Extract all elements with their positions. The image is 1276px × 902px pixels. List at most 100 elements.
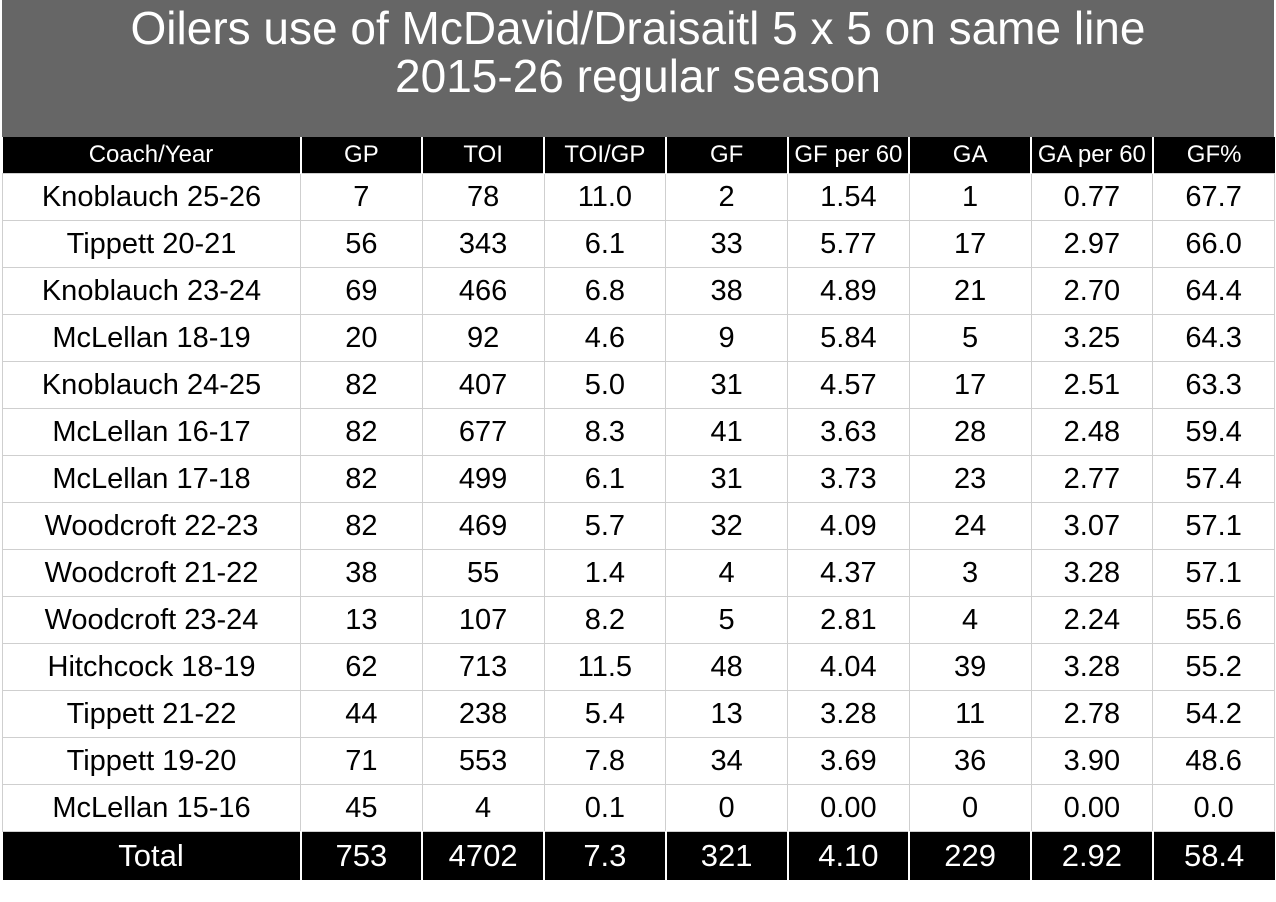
stat-cell: 0 [908, 784, 1032, 832]
total-cell: 4.10 [786, 831, 910, 880]
stat-cell: 4.57 [787, 361, 910, 409]
total-label: Total [2, 831, 301, 880]
title-line-2: 2015-26 regular season [395, 50, 881, 102]
table-row: Woodcroft 21-22 38 55 1.4 4 4.37 3 3.28 57.1 [2, 549, 1275, 597]
column-header: GA per 60 [1030, 137, 1153, 174]
column-header: GF% [1151, 137, 1275, 174]
stat-cell: 8.3 [543, 408, 667, 456]
stat-cell: 1.54 [787, 173, 910, 221]
stat-cell: 20 [300, 314, 423, 362]
stat-cell: 55.2 [1152, 643, 1275, 691]
stat-cell: 66.0 [1152, 220, 1275, 268]
stat-cell: 3.25 [1030, 314, 1154, 362]
stat-cell: 343 [421, 220, 545, 268]
coach-year-cell: Woodcroft 23-24 [2, 596, 301, 644]
stat-cell: 23 [908, 455, 1032, 503]
stat-cell: 2.51 [1030, 361, 1154, 409]
stat-cell: 2.81 [787, 596, 910, 644]
coach-year-cell: Hitchcock 18-19 [2, 643, 301, 691]
table-row: Tippett 19-20 71 553 7.8 34 3.69 36 3.90 48.6 [2, 737, 1275, 785]
column-header: GF per 60 [786, 137, 910, 174]
stat-cell: 11.5 [543, 643, 667, 691]
stat-cell: 36 [908, 737, 1032, 785]
column-header: GF [664, 137, 788, 174]
coach-year-cell: McLellan 17-18 [2, 455, 301, 503]
stat-cell: 407 [421, 361, 545, 409]
coach-year-cell: McLellan 16-17 [2, 408, 301, 456]
coach-year-cell: Tippett 21-22 [2, 690, 301, 738]
total-cell: 321 [664, 831, 788, 880]
stat-cell: 63.3 [1152, 361, 1275, 409]
table-row: McLellan 16-17 82 677 8.3 41 3.63 28 2.48 59.4 [2, 408, 1275, 456]
stat-cell: 2.78 [1030, 690, 1154, 738]
coach-year-cell: Woodcroft 22-23 [2, 502, 301, 550]
coach-year-cell: McLellan 15-16 [2, 784, 301, 832]
stat-cell: 5.84 [787, 314, 910, 362]
stat-cell: 5 [665, 596, 788, 644]
stat-cell: 82 [300, 408, 423, 456]
coach-year-cell: McLellan 18-19 [2, 314, 301, 362]
table-row: Woodcroft 22-23 82 469 5.7 32 4.09 24 3.07 57.1 [2, 502, 1275, 550]
coach-year-cell: Knoblauch 25-26 [2, 173, 301, 221]
stat-cell: 59.4 [1152, 408, 1275, 456]
stat-cell: 3.63 [787, 408, 910, 456]
stat-cell: 553 [421, 737, 545, 785]
stat-cell: 499 [421, 455, 545, 503]
stat-cell: 45 [300, 784, 423, 832]
total-cell: 753 [299, 831, 423, 880]
stat-cell: 4.37 [787, 549, 910, 597]
table-row: McLellan 17-18 82 499 6.1 31 3.73 23 2.77 57.4 [2, 455, 1275, 503]
stat-cell: 8.2 [543, 596, 667, 644]
stat-cell: 4 [665, 549, 788, 597]
stat-cell: 4 [908, 596, 1032, 644]
stat-cell: 3.07 [1030, 502, 1154, 550]
total-row: Total 753 4702 7.3 321 4.10 229 2.92 58.4 [2, 831, 1275, 880]
title-line-1: Oilers use of McDavid/Draisaitl 5 x 5 on… [130, 2, 1146, 54]
table-row: McLellan 18-19 20 92 4.6 9 5.84 5 3.25 64.3 [2, 314, 1275, 362]
stat-cell: 4.04 [787, 643, 910, 691]
stat-cell: 32 [665, 502, 788, 550]
stat-cell: 57.1 [1152, 502, 1275, 550]
column-header: GP [299, 137, 423, 174]
stat-cell: 2 [665, 173, 788, 221]
stat-cell: 78 [421, 173, 545, 221]
stat-cell: 5.0 [543, 361, 667, 409]
stat-cell: 13 [300, 596, 423, 644]
stat-cell: 38 [665, 267, 788, 315]
stat-cell: 56 [300, 220, 423, 268]
stat-cell: 1.4 [543, 549, 667, 597]
stat-cell: 7.8 [543, 737, 667, 785]
stat-cell: 0 [665, 784, 788, 832]
stat-cell: 11.0 [543, 173, 667, 221]
coach-year-cell: Tippett 20-21 [2, 220, 301, 268]
stat-cell: 48 [665, 643, 788, 691]
table-row: McLellan 15-16 45 4 0.1 0 0.00 0 0.00 0.0 [2, 784, 1275, 832]
total-cell: 229 [908, 831, 1031, 880]
stat-cell: 5.4 [543, 690, 667, 738]
stat-cell: 17 [908, 220, 1032, 268]
stat-cell: 82 [300, 361, 423, 409]
coach-year-cell: Knoblauch 24-25 [2, 361, 301, 409]
column-header: Coach/Year [2, 137, 301, 174]
table-row: Woodcroft 23-24 13 107 8.2 5 2.81 4 2.24 55.6 [2, 596, 1275, 644]
stat-cell: 21 [908, 267, 1032, 315]
stat-cell: 31 [665, 361, 788, 409]
stat-cell: 3.90 [1030, 737, 1154, 785]
stat-cell: 28 [908, 408, 1032, 456]
stat-cell: 3.69 [787, 737, 910, 785]
stats-table: Coach/Year GP TOI TOI/GP GF GF per 60 GA GA per… [2, 137, 1275, 880]
column-header: TOI [421, 137, 544, 174]
table-footer: Total 753 4702 7.3 321 4.10 229 2.92 58.4 [2, 831, 1275, 880]
stats-table-container: Oilers use of McDavid/Draisaitl 5 x 5 on… [2, 0, 1275, 880]
stat-cell: 31 [665, 455, 788, 503]
table-row: Tippett 21-22 44 238 5.4 13 3.28 11 2.78 54.2 [2, 690, 1275, 738]
stat-cell: 5.77 [787, 220, 910, 268]
stat-cell: 13 [665, 690, 788, 738]
stat-cell: 5.7 [543, 502, 667, 550]
stat-cell: 677 [421, 408, 545, 456]
stat-cell: 2.70 [1030, 267, 1154, 315]
stat-cell: 713 [421, 643, 545, 691]
stat-cell: 4 [421, 784, 545, 832]
stat-cell: 2.48 [1030, 408, 1154, 456]
coach-year-cell: Woodcroft 21-22 [2, 549, 301, 597]
